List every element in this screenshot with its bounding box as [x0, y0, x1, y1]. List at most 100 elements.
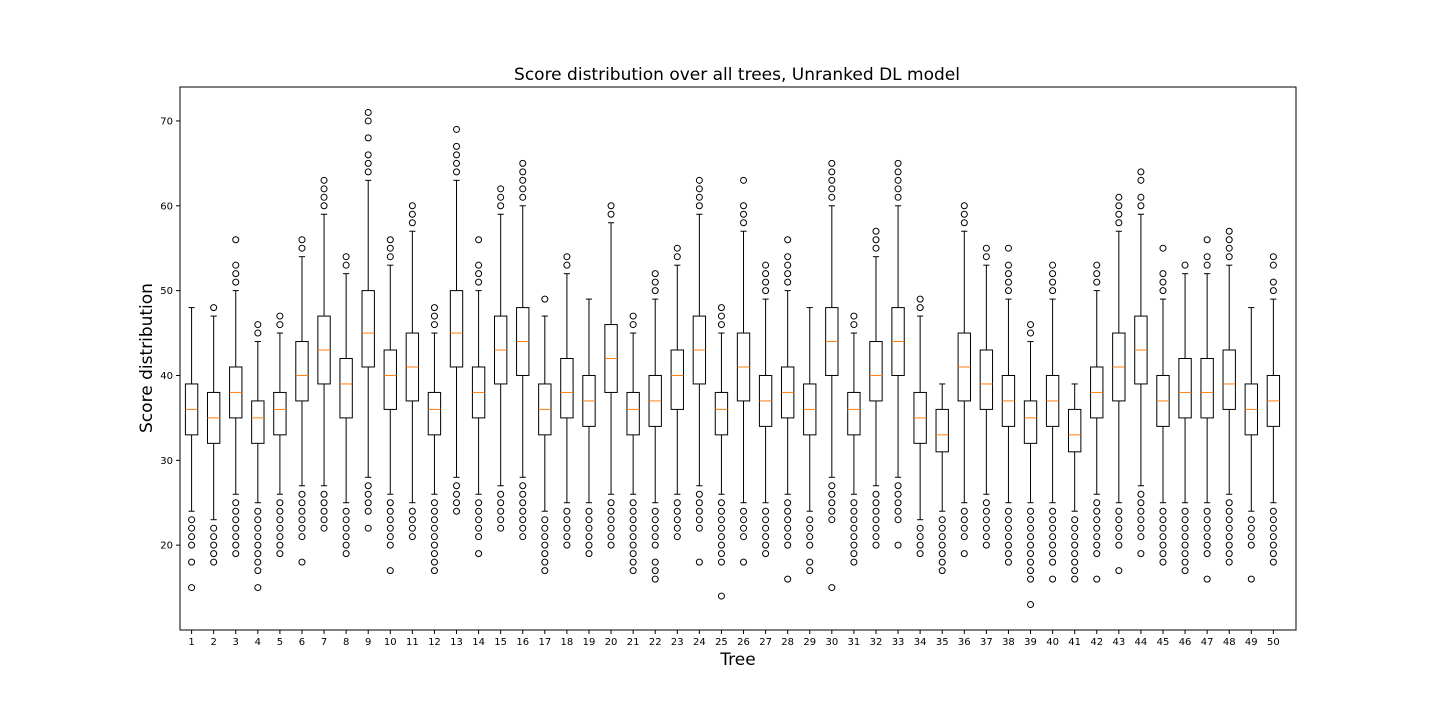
outlier-point [475, 507, 483, 515]
outlier-point [1269, 261, 1277, 269]
iqr-box [251, 400, 265, 444]
outlier-point [717, 558, 725, 566]
x-tick-label: 37 [980, 637, 993, 648]
box-32 [869, 227, 883, 549]
outlier-point [1093, 278, 1101, 286]
outlier-point [651, 575, 659, 583]
outlier-point [762, 287, 770, 295]
outlier-point [850, 550, 858, 558]
box-7 [317, 176, 331, 532]
outlier-point [585, 507, 593, 515]
outlier-point [762, 516, 770, 524]
outlier-point [475, 270, 483, 278]
box-49 [1244, 307, 1258, 583]
outlier-point [1093, 507, 1101, 515]
outlier-point [188, 584, 196, 592]
outlier-point [1093, 533, 1101, 541]
outlier-point [629, 499, 637, 507]
outlier-point [1247, 533, 1255, 541]
outlier-point [1137, 516, 1145, 524]
outlier-point [1137, 533, 1145, 541]
y-axis-label: Score distribution [137, 283, 157, 433]
outlier-point [872, 244, 880, 252]
outlier-point [651, 278, 659, 286]
outlier-point [1049, 558, 1057, 566]
outlier-point [717, 524, 725, 532]
box-18 [560, 253, 574, 549]
outlier-point [1093, 541, 1101, 549]
outlier-point [1049, 575, 1057, 583]
outlier-point [1071, 567, 1079, 575]
outlier-point [1004, 507, 1012, 515]
outlier-point [386, 507, 394, 515]
outlier-point [541, 524, 549, 532]
x-tick-label: 22 [649, 637, 662, 648]
outlier-point [497, 499, 505, 507]
outlier-point [850, 541, 858, 549]
outlier-point [1181, 567, 1189, 575]
outlier-point [1137, 193, 1145, 201]
outlier-point [916, 541, 924, 549]
x-tick-label: 50 [1267, 637, 1280, 648]
box-36 [957, 202, 971, 558]
outlier-point [1115, 524, 1123, 532]
outlier-point [320, 176, 328, 184]
outlier-point [519, 533, 527, 541]
outlier-point [298, 516, 306, 524]
outlier-point [1049, 270, 1057, 278]
outlier-point [828, 584, 836, 592]
box-25 [714, 304, 729, 600]
outlier-point [607, 524, 615, 532]
outlier-point [430, 524, 438, 532]
x-tick-label: 35 [936, 637, 949, 648]
outlier-point [1247, 541, 1255, 549]
x-axis-label: Tree [719, 650, 755, 670]
outlier-point [651, 287, 659, 295]
outlier-point [254, 541, 262, 549]
outlier-point [695, 499, 703, 507]
y-tick-label: 60 [160, 201, 173, 212]
outlier-point [1004, 278, 1012, 286]
outlier-point [828, 176, 836, 184]
outlier-point [320, 185, 328, 193]
outlier-point [1027, 507, 1035, 515]
x-tick-label: 46 [1179, 637, 1192, 648]
x-tick-label: 18 [561, 637, 574, 648]
iqr-box [1178, 358, 1192, 419]
outlier-point [806, 533, 814, 541]
outlier-point [298, 236, 306, 244]
x-tick-label: 43 [1112, 637, 1125, 648]
outlier-point [1093, 270, 1101, 278]
outlier-point [850, 516, 858, 524]
outlier-point [960, 219, 968, 227]
x-tick-label: 38 [1002, 637, 1015, 648]
y-tick-label: 30 [160, 456, 173, 467]
outlier-point [563, 533, 571, 541]
outlier-point [408, 533, 416, 541]
outlier-point [717, 533, 725, 541]
outlier-point [872, 533, 880, 541]
outlier-point [740, 558, 748, 566]
outlier-point [519, 507, 527, 515]
x-tick-label: 45 [1157, 637, 1170, 648]
outlier-point [386, 524, 394, 532]
outlier-point [497, 507, 505, 515]
outlier-point [519, 193, 527, 201]
iqr-box [847, 391, 861, 436]
outlier-point [1027, 524, 1035, 532]
outlier-point [320, 499, 328, 507]
box-41 [1067, 383, 1082, 583]
iqr-box [714, 391, 729, 436]
outlier-point [563, 253, 571, 261]
box-6 [295, 236, 309, 566]
outlier-point [607, 210, 615, 218]
outlier-point [453, 159, 461, 167]
iqr-box [1200, 358, 1214, 419]
outlier-point [1004, 516, 1012, 524]
outlier-point [453, 142, 461, 150]
outlier-point [695, 558, 703, 566]
x-tick-label: 9 [365, 637, 371, 648]
outlier-point [497, 202, 505, 210]
outlier-point [740, 524, 748, 532]
outlier-point [828, 168, 836, 176]
